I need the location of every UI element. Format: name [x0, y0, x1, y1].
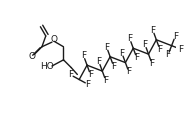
Text: HO: HO: [40, 62, 54, 71]
Text: F: F: [165, 51, 171, 59]
Text: F: F: [103, 76, 108, 85]
Text: F: F: [88, 70, 93, 79]
Text: F: F: [85, 80, 91, 89]
Text: F: F: [96, 57, 101, 66]
Text: F: F: [149, 59, 154, 68]
Text: F: F: [150, 26, 155, 35]
Text: F: F: [127, 34, 132, 43]
Text: F: F: [157, 45, 162, 54]
Text: F: F: [178, 45, 183, 54]
Text: F: F: [173, 32, 178, 41]
Text: F: F: [81, 51, 86, 60]
Text: F: F: [119, 49, 124, 58]
Text: O: O: [51, 35, 58, 44]
Text: F: F: [68, 70, 73, 79]
Text: F: F: [134, 53, 139, 62]
Text: F: F: [126, 68, 131, 76]
Text: O: O: [28, 52, 35, 61]
Text: F: F: [142, 40, 148, 49]
Text: F: F: [111, 62, 116, 71]
Text: F: F: [104, 43, 109, 52]
